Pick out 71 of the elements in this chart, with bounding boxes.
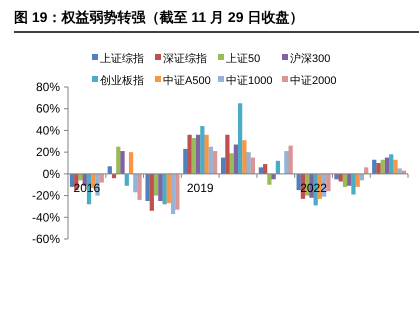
bar	[162, 174, 167, 204]
bar	[342, 174, 348, 187]
y-tick-label: 80%	[36, 80, 60, 94]
bar	[196, 134, 200, 174]
bar	[192, 138, 196, 174]
bar	[124, 174, 129, 186]
bar	[276, 160, 280, 174]
bar	[372, 160, 376, 174]
chart-title: 图 19：权益弱势转强（截至 11 月 29 日收盘）	[14, 9, 304, 25]
bar	[242, 140, 246, 174]
legend-label: 中证A500	[163, 74, 211, 87]
legend-label: 创业板指	[100, 74, 144, 87]
bar	[70, 174, 74, 187]
legend-label: 上证综指	[100, 52, 144, 65]
bar	[250, 158, 255, 174]
y-tick-label: 20%	[36, 145, 60, 160]
bar	[288, 146, 293, 174]
bar	[128, 152, 134, 174]
bar	[158, 174, 162, 201]
bar	[272, 174, 276, 180]
legend-label: 中证2000	[290, 74, 336, 87]
bar	[389, 154, 394, 174]
legend-label: 中证1000	[226, 74, 272, 87]
bar	[234, 144, 238, 174]
y-tick-label: 60%	[36, 102, 60, 116]
bar	[351, 174, 356, 194]
bar	[183, 148, 188, 174]
bar	[230, 153, 234, 174]
bar	[221, 158, 226, 174]
bar	[393, 160, 398, 174]
legend-label: 深证综指	[163, 52, 207, 65]
bar	[145, 174, 150, 201]
bar	[108, 166, 112, 174]
bar	[175, 174, 180, 210]
bar	[384, 158, 390, 174]
legend-label: 沪深300	[290, 52, 330, 65]
bar	[208, 146, 213, 174]
bar	[376, 163, 381, 174]
bar	[296, 174, 301, 190]
bar	[204, 134, 209, 174]
bar	[187, 134, 192, 174]
bar	[380, 160, 385, 174]
bar	[238, 103, 242, 174]
y-tick-label: 40%	[36, 123, 60, 138]
y-tick-label: -40%	[32, 210, 60, 224]
bar	[212, 151, 218, 174]
bar	[225, 134, 230, 174]
x-tick-label: 2019	[186, 180, 214, 195]
bar	[120, 151, 125, 174]
bar	[150, 174, 154, 211]
bar	[263, 164, 268, 174]
y-tick-label: -60%	[32, 232, 60, 246]
bar	[246, 152, 251, 174]
x-tick-label: 2022	[300, 180, 328, 195]
bar	[154, 174, 158, 196]
bar	[356, 174, 360, 187]
bar	[133, 174, 138, 192]
bar	[170, 174, 176, 214]
bar	[338, 174, 343, 182]
bar	[398, 168, 402, 174]
bar	[284, 151, 289, 174]
y-tick-label: 0%	[42, 166, 60, 181]
bar	[116, 146, 120, 174]
bar	[200, 126, 204, 174]
bar	[137, 174, 142, 200]
bar	[364, 167, 368, 174]
bar	[166, 174, 171, 204]
legend-label: 上证50	[226, 52, 260, 65]
y-tick-label: -20%	[32, 188, 60, 203]
bar	[347, 174, 352, 186]
bar	[100, 174, 104, 183]
